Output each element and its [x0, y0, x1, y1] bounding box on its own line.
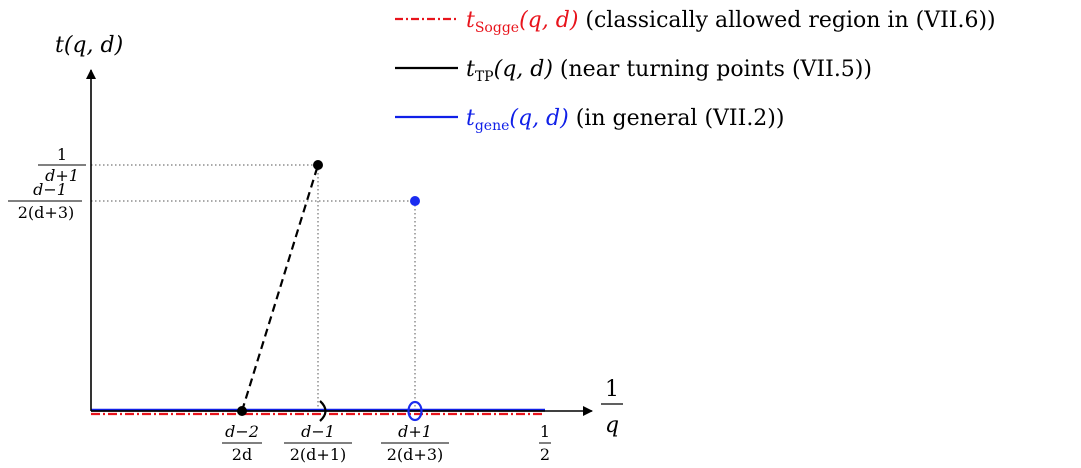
x-tick-4-num: 1 — [540, 422, 550, 441]
legend-desc-gene: (in general (VII.2)) — [569, 106, 785, 131]
y-tick-2-num: d−1 — [33, 180, 67, 199]
x-tick-3: d+1 2(d+3) — [381, 422, 449, 464]
x-tick-3-den: 2(d+3) — [387, 445, 444, 464]
x-tick-1-num: d−2 — [225, 422, 259, 441]
bracket-tp-open — [319, 400, 327, 422]
point-tp-peak — [313, 160, 323, 170]
legend-sub-sogge: Sogge — [475, 20, 519, 36]
point-gene-peak — [410, 196, 420, 206]
x-axis-label: 1 q — [601, 377, 623, 438]
legend-func-sogge: t — [466, 8, 475, 33]
legend-args-tp: (q, d) — [494, 57, 553, 82]
y-tick-2-den: 2(d+3) — [18, 203, 75, 222]
legend: tSogge(q, d) (classically allowed region… — [395, 8, 996, 134]
curve-tp-dashed — [240, 164, 320, 412]
x-tick-3-num: d+1 — [398, 422, 432, 441]
x-tick-1-den: 2d — [232, 445, 252, 464]
legend-desc-tp: (near turning points (VII.5)) — [553, 57, 872, 82]
guide-lines — [91, 164, 416, 411]
y-tick-2: d−1 2(d+3) — [8, 180, 82, 222]
y-axis-label: t(q, d) — [55, 33, 123, 58]
legend-func-gene: t — [466, 106, 475, 131]
y-tick-1-num: 1 — [57, 145, 67, 164]
x-axis-label-num: 1 — [605, 377, 619, 402]
y-tick-1: 1 d+1 — [38, 145, 86, 185]
x-tick-1: d−2 2d — [222, 422, 262, 464]
x-tick-2-den: 2(d+1) — [290, 445, 347, 464]
x-tick-2-num: d−1 — [301, 422, 335, 441]
x-tick-2: d−1 2(d+1) — [284, 422, 352, 464]
legend-desc-sogge: (classically allowed region in (VII.6)) — [578, 8, 995, 33]
legend-item-tp: tTP(q, d) (near turning points (VII.5)) — [395, 57, 872, 85]
svg-text:tTP(q, d) (near turning points: tTP(q, d) (near turning points (VII.5)) — [466, 57, 872, 85]
svg-text:tgene(q, d) (in general (VII.2: tgene(q, d) (in general (VII.2)) — [466, 106, 784, 134]
legend-sub-tp: TP — [475, 69, 494, 85]
x-tick-4: 1 2 — [539, 422, 551, 464]
x-tick-4-den: 2 — [540, 445, 550, 464]
svg-text:tSogge(q, d) (classically allo: tSogge(q, d) (classically allowed region… — [466, 8, 996, 36]
legend-func-tp: t — [466, 57, 475, 82]
legend-item-sogge: tSogge(q, d) (classically allowed region… — [395, 8, 996, 36]
legend-args-gene: (q, d) — [509, 106, 568, 131]
point-tp-start — [237, 406, 247, 416]
legend-sub-gene: gene — [475, 118, 510, 134]
point-gene-open — [407, 400, 423, 422]
legend-item-gene: tgene(q, d) (in general (VII.2)) — [395, 106, 784, 134]
legend-args-sogge: (q, d) — [519, 8, 578, 33]
y-tick-1-den: d+1 — [45, 166, 79, 185]
x-axis-label-den: q — [605, 413, 619, 438]
